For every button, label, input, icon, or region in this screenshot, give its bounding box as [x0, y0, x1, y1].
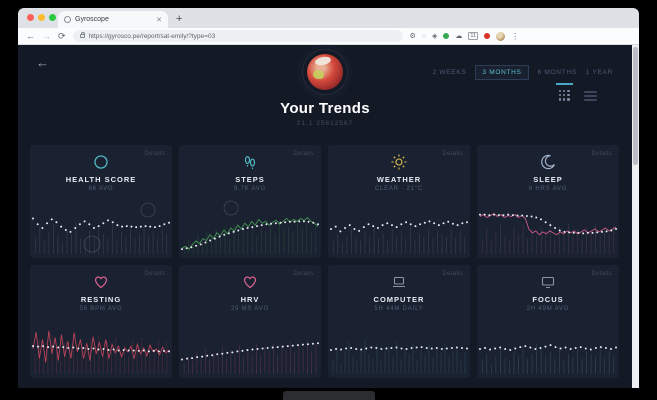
view-toggle [556, 83, 597, 102]
tab-favicon-icon [64, 16, 71, 23]
cloud-extension-icon[interactable]: ☁ [455, 32, 463, 40]
details-link[interactable]: Details [293, 151, 314, 157]
details-link[interactable]: Details [442, 151, 463, 157]
computer-chart [330, 339, 468, 374]
trend-cards-grid: Details HEALTH SCORE 86 AVG Details STEP… [30, 145, 619, 378]
details-link[interactable]: Details [591, 271, 612, 277]
footsteps-icon [179, 154, 321, 170]
tab-title: Gyroscope [75, 16, 109, 23]
time-range-tabs: 2 WEEKS 3 MONTHS 6 MONTHS 1 YEAR [433, 65, 613, 80]
weather-chart [330, 220, 468, 254]
card-sleep[interactable]: Details SLEEP 8 HRS AVG [477, 145, 619, 258]
details-link[interactable]: Details [144, 271, 165, 277]
range-tab-2-weeks[interactable]: 2 WEEKS [432, 69, 467, 76]
laptop-icon [328, 274, 470, 290]
browser-menu-icon[interactable]: ⋮ [511, 31, 520, 41]
details-link[interactable]: Details [442, 271, 463, 277]
card-focus[interactable]: Details FOCUS 2H 49M AVG [477, 265, 619, 378]
steps-chart [181, 200, 319, 254]
dock-hint [283, 391, 375, 400]
card-subtitle: CLEAR · 21°C [374, 186, 424, 192]
range-tab-1-year[interactable]: 1 YEAR [585, 69, 613, 76]
forward-button[interactable]: → [42, 30, 51, 41]
card-subtitle: 86 AVG [88, 186, 114, 192]
avatar-ring [302, 49, 348, 95]
heart-icon [30, 274, 172, 290]
tab-strip: Gyroscope ✕ + [18, 8, 639, 28]
scrollbar[interactable] [632, 45, 639, 388]
card-title: RESTING [80, 295, 122, 304]
reload-button[interactable]: ⟳ [58, 30, 66, 41]
back-button[interactable]: ← [26, 30, 35, 41]
card-subtitle: 9.7K AVG [233, 186, 267, 192]
card-subtitle: 5H 44M DAILY [374, 306, 424, 312]
close-window-button[interactable] [27, 14, 34, 21]
green-extension-icon[interactable] [443, 33, 450, 39]
new-tab-button[interactable]: + [176, 13, 183, 25]
card-weather[interactable]: Details WEATHER CLEAR · 21°C [328, 145, 470, 258]
counter-extension-icon[interactable]: 11 [468, 32, 479, 40]
range-tab-3-months[interactable]: 3 MONTHS [475, 65, 529, 80]
card-title: HRV [240, 295, 260, 304]
page-subtitle: 21.1 25612567 [296, 120, 354, 127]
page-header: Your Trends 21.1 25612567 [18, 49, 632, 127]
card-title: SLEEP [533, 175, 563, 184]
grid-view-icon[interactable] [556, 83, 573, 102]
page-content: ← Your Trends 21.1 25612567 2 WEEKS 3 MO… [18, 45, 639, 388]
swirl-extension-icon[interactable]: ◌ [421, 32, 426, 40]
hrv-chart [181, 341, 319, 374]
range-tab-6-months[interactable]: 6 MONTHS [537, 69, 577, 76]
card-title: FOCUS [532, 295, 564, 304]
traffic-lights [27, 14, 56, 21]
profile-avatar[interactable] [496, 31, 506, 41]
details-link[interactable]: Details [293, 271, 314, 277]
sun-icon [328, 154, 470, 170]
user-avatar[interactable] [307, 54, 343, 90]
lock-icon [79, 32, 86, 38]
page-back-arrow[interactable]: ← [36, 55, 49, 70]
browser-toolbar: ← → ⟳ https://gyrosco.pe/report/sat-emil… [18, 28, 639, 45]
card-subtitle: 58 BPM AVG [79, 306, 123, 312]
shield-extension-icon[interactable]: ◈ [432, 32, 438, 40]
heart-icon [179, 274, 321, 290]
address-bar[interactable]: https://gyrosco.pe/report/sat-emily/?typ… [72, 30, 403, 42]
browser-tab[interactable]: Gyroscope ✕ [58, 11, 168, 28]
browser-window: Gyroscope ✕ + ← → ⟳ https://gyrosco.pe/r… [18, 8, 639, 388]
focus-chart [479, 344, 617, 374]
resting-hr-chart [32, 330, 170, 374]
card-health-score[interactable]: Details HEALTH SCORE 86 AVG [30, 145, 172, 258]
red-extension-icon[interactable] [484, 33, 491, 39]
extensions-row: ⚙ ◌ ◈ ☁ 11 ⋮ [409, 31, 520, 41]
card-steps[interactable]: Details STEPS 9.7K AVG [179, 145, 321, 258]
card-subtitle: 8 HRS AVG [528, 186, 568, 192]
zoom-window-button[interactable] [49, 14, 56, 21]
details-link[interactable]: Details [591, 151, 612, 157]
tab-close-icon[interactable]: ✕ [156, 16, 162, 24]
scrollbar-thumb[interactable] [633, 47, 638, 165]
details-link[interactable]: Details [144, 151, 165, 157]
page-title: Your Trends [280, 100, 370, 117]
card-title: WEATHER [376, 175, 422, 184]
monitor-icon [477, 274, 619, 290]
url-text: https://gyrosco.pe/report/sat-emily/?typ… [88, 32, 216, 40]
card-computer[interactable]: Details COMPUTER 5H 44M DAILY [328, 265, 470, 378]
card-subtitle: 2H 49M AVG [526, 306, 570, 312]
gear-extension-icon[interactable]: ⚙ [409, 32, 416, 40]
card-subtitle: 29 MS AVG [230, 306, 270, 312]
sleep-chart [479, 213, 617, 254]
minimize-window-button[interactable] [38, 14, 45, 21]
card-hrv[interactable]: Details HRV 29 MS AVG [179, 265, 321, 378]
card-title: COMPUTER [373, 295, 425, 304]
moon-icon [477, 154, 619, 170]
list-view-icon[interactable] [584, 90, 597, 102]
health-score-chart [32, 202, 170, 254]
health-ring-icon [30, 154, 172, 170]
card-title: HEALTH SCORE [65, 175, 137, 184]
card-title: STEPS [235, 175, 265, 184]
card-resting[interactable]: Details RESTING 58 BPM AVG [30, 265, 172, 378]
